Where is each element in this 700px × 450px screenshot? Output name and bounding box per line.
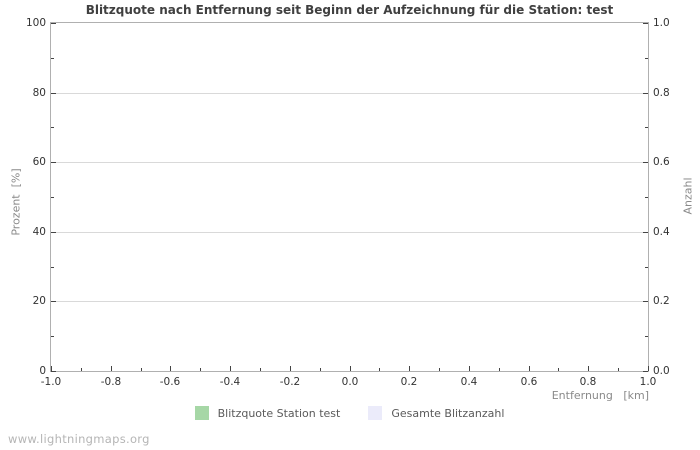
x-axis-tick-label: -1.0: [40, 376, 62, 388]
x-axis-tick-label: 0.0: [341, 376, 359, 388]
y-axis-tick-label: 0.6: [653, 156, 670, 168]
y-tick-mark: [51, 93, 56, 94]
y-axis-tick-label: 20: [32, 295, 46, 307]
y-tick-mark: [51, 162, 56, 163]
x-axis-label: Entfernung [km]: [551, 389, 649, 402]
legend-label-station-quota: Blitzquote Station test: [217, 406, 341, 420]
lavender-swatch-icon: [368, 406, 383, 420]
y-axis-tick-label: 0.4: [653, 226, 670, 238]
x-axis-tick-label: -0.6: [159, 376, 181, 388]
x-axis-tick-label: -0.8: [100, 376, 122, 388]
x-axis-tick-label: 0.4: [460, 376, 478, 388]
y-tick-mark: [51, 336, 54, 337]
y-tick-mark-right: [645, 267, 648, 268]
y-tick-mark-right: [645, 58, 648, 59]
x-tick-mark: [648, 366, 649, 371]
x-tick-mark: [260, 368, 261, 371]
y-tick-mark: [51, 58, 54, 59]
y-axis-tick-label: 0.0: [653, 365, 670, 377]
y-axis-tick-label: 0.8: [653, 87, 670, 99]
x-axis-tick-label: 0.6: [520, 376, 538, 388]
plot-area: [50, 22, 649, 372]
x-tick-mark: [379, 368, 380, 371]
gridline: [51, 93, 648, 94]
y-tick-mark-right: [643, 23, 648, 24]
y-tick-mark: [51, 232, 56, 233]
y-axis-label-right: Anzahl: [681, 177, 695, 215]
y-tick-mark: [51, 371, 56, 372]
y-tick-mark-right: [643, 371, 648, 372]
legend: Blitzquote Station test Gesamte Blitzanz…: [50, 406, 649, 420]
x-tick-mark: [200, 368, 201, 371]
y-axis-tick-label: 100: [25, 17, 46, 29]
x-tick-mark: [588, 366, 589, 371]
y-tick-mark: [51, 301, 56, 302]
y-tick-mark: [51, 127, 54, 128]
y-tick-mark-right: [643, 162, 648, 163]
legend-label-total-strikes: Gesamte Blitzanzahl: [391, 406, 505, 420]
x-axis-tick-label: 0.8: [579, 376, 597, 388]
y-axis-tick-label: 80: [32, 87, 46, 99]
x-tick-mark: [558, 368, 559, 371]
y-axis-tick-label: 0: [39, 365, 46, 377]
y-axis-tick-label: 1.0: [653, 17, 670, 29]
y-tick-mark: [51, 267, 54, 268]
watermark-link[interactable]: www.lightningmaps.org: [8, 432, 150, 446]
y-tick-mark-right: [643, 93, 648, 94]
x-axis-tick-label: 0.2: [400, 376, 418, 388]
y-tick-mark-right: [643, 301, 648, 302]
x-axis-tick-label: -0.2: [279, 376, 301, 388]
x-tick-mark: [290, 366, 291, 371]
gridline: [51, 301, 648, 302]
y-tick-mark-right: [645, 127, 648, 128]
y-tick-mark: [51, 23, 56, 24]
green-swatch-icon: [194, 406, 209, 420]
x-tick-mark: [111, 366, 112, 371]
y-tick-mark-right: [643, 232, 648, 233]
x-tick-mark: [81, 368, 82, 371]
x-tick-mark: [230, 366, 231, 371]
x-tick-mark: [409, 366, 410, 371]
y-axis-tick-label: 60: [32, 156, 46, 168]
x-tick-mark: [469, 366, 470, 371]
y-tick-mark-right: [645, 197, 648, 198]
legend-item-total-strikes: Gesamte Blitzanzahl: [368, 406, 504, 420]
chart-title: Blitzquote nach Entfernung seit Beginn d…: [85, 3, 614, 17]
y-axis-tick-label: 40: [32, 226, 46, 238]
x-tick-mark: [320, 368, 321, 371]
x-tick-mark: [618, 368, 619, 371]
legend-item-station-quota: Blitzquote Station test: [194, 406, 341, 420]
gridline: [51, 232, 648, 233]
x-tick-mark: [51, 366, 52, 371]
x-axis-tick-label: -0.4: [219, 376, 241, 388]
x-tick-mark: [350, 366, 351, 371]
y-axis-tick-label: 0.2: [653, 295, 670, 307]
y-tick-mark: [51, 197, 54, 198]
x-tick-mark: [439, 368, 440, 371]
gridline: [51, 162, 648, 163]
x-tick-mark: [141, 368, 142, 371]
x-tick-mark: [529, 366, 530, 371]
x-tick-mark: [499, 368, 500, 371]
x-axis-tick-label: 1.0: [639, 376, 657, 388]
y-tick-mark-right: [645, 336, 648, 337]
x-tick-mark: [170, 366, 171, 371]
